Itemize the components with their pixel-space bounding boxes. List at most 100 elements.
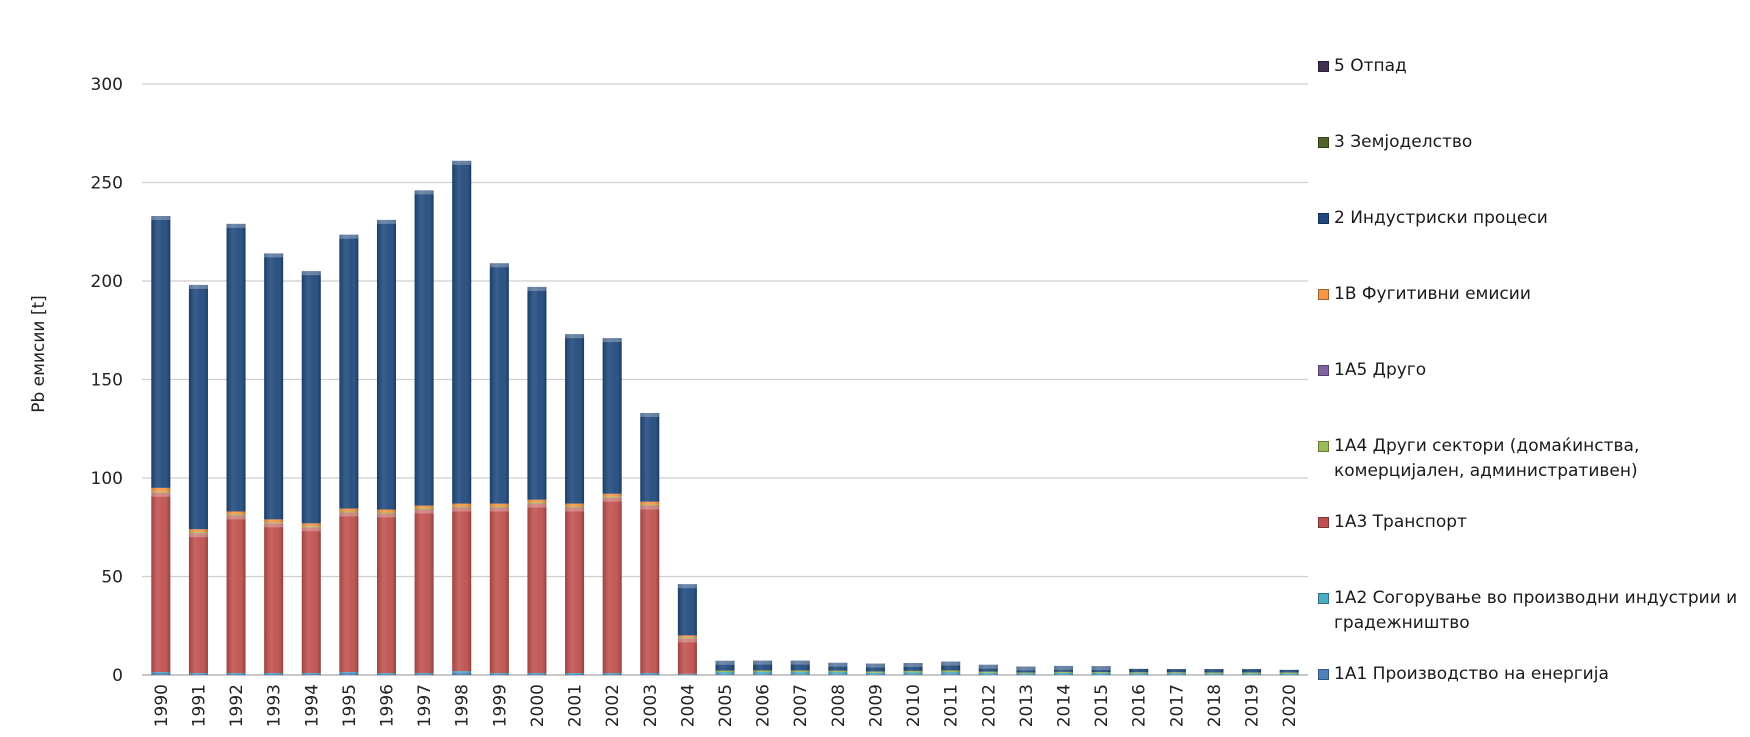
bar-segment-shading	[753, 674, 773, 675]
x-tick-label: 2014	[1055, 684, 1075, 727]
bar-segment-shading	[865, 671, 885, 673]
bar-segment-cap	[339, 512, 359, 517]
bar-segment-shading	[1129, 668, 1149, 673]
bar-segment-shading	[941, 670, 961, 673]
x-tick-label: 2008	[829, 684, 849, 727]
bar-segment-shading	[1054, 674, 1074, 675]
legend-swatch	[1318, 441, 1329, 452]
bar-segment-shading	[1279, 674, 1299, 675]
x-tick-label: 2018	[1205, 684, 1225, 727]
x-tick-label: 1994	[302, 684, 322, 727]
bar-segment-shading	[226, 673, 246, 675]
bar-segment-shading	[640, 504, 660, 506]
bar-stack-2002	[602, 338, 622, 675]
x-tick-label: 2016	[1130, 684, 1150, 727]
x-tick-label: 2007	[791, 684, 811, 727]
bar-segment-shading	[1166, 673, 1186, 675]
bar-stack-1990	[151, 215, 171, 675]
bar-segment-shading	[941, 672, 961, 675]
bar-segment-shading	[1242, 674, 1262, 675]
x-tick-label: 2017	[1167, 684, 1187, 727]
bar-segment-shading	[1016, 672, 1036, 674]
bar-stack-2008	[828, 662, 848, 675]
bar-segment-shading	[790, 660, 810, 671]
legend-label: 1A2 Согорување во производни индустрии и…	[1334, 588, 1738, 633]
bar-segment-cap	[339, 234, 359, 239]
bar-segment-shading	[452, 671, 472, 674]
bar-segment-shading	[527, 499, 547, 503]
bar-stack-1997	[414, 190, 434, 675]
bar-segment-shading	[978, 664, 998, 672]
bar-segment-shading	[1016, 673, 1036, 675]
bar-segment-shading	[339, 511, 359, 513]
bar-stack-2009	[865, 663, 885, 675]
legend-item: 3 Земјоделство	[1318, 130, 1472, 155]
bar-segment-cap	[715, 660, 735, 665]
legend-label: 3 Земјоделство	[1334, 132, 1473, 152]
bar-segment-shading	[188, 533, 208, 674]
bar-segment-shading	[941, 674, 961, 675]
bar-segment-shading	[677, 638, 697, 674]
bar-segment-shading	[226, 514, 246, 516]
bar-segment-shading	[565, 503, 585, 507]
x-tick-label: 2002	[603, 684, 623, 727]
bar-segment-cap	[414, 190, 434, 195]
bar-segment-shading	[301, 674, 321, 675]
x-tick-label: 1996	[377, 684, 397, 727]
x-tick-label: 2011	[942, 684, 962, 727]
bar-segment-shading	[1204, 673, 1224, 675]
bar-stack-2003	[640, 412, 660, 675]
bar-segment-shading	[565, 674, 585, 675]
y-tick-label: 200	[91, 272, 123, 292]
bar-segment-shading	[1279, 669, 1299, 673]
bar-segment-shading	[753, 672, 773, 675]
bar-segment-shading	[565, 507, 585, 674]
bar-segment-shading	[1204, 672, 1224, 674]
bar-segment-shading	[151, 215, 171, 488]
bar-segment-shading	[602, 493, 622, 497]
legend-swatch	[1318, 137, 1329, 148]
legend-item: 1A5 Друго	[1318, 358, 1426, 383]
bar-segment-shading	[1166, 672, 1186, 674]
legend-item: 1A4 Други сектори (домаќинства, комерциј…	[1318, 434, 1748, 484]
bar-segment-shading	[527, 503, 547, 674]
bar-segment-shading	[1242, 669, 1262, 673]
bar-segment-cap	[978, 664, 998, 669]
bar-segment-cap	[1016, 666, 1036, 671]
bar-stack-2011	[941, 661, 961, 675]
legend-swatch	[1318, 517, 1329, 528]
legend-item: 1A1 Производство на енергија	[1318, 662, 1609, 687]
bar-segment-cap	[226, 223, 246, 228]
bar-stacks	[151, 160, 1299, 675]
bar-segment-shading	[264, 522, 284, 524]
bar-segment-cap	[865, 663, 885, 668]
y-tick-label: 100	[91, 469, 123, 489]
legend-item: 1A2 Согорување во производни индустрии и…	[1318, 586, 1748, 636]
bar-segment-shading	[715, 674, 735, 675]
bar-segment-shading	[1279, 672, 1299, 674]
bar-segment-cap	[376, 219, 396, 224]
bar-segment-shading	[677, 635, 697, 638]
bar-segment-cap	[1091, 666, 1111, 671]
legend-label: 1B Фугитивни емисии	[1334, 284, 1531, 304]
bar-segment-shading	[828, 674, 848, 675]
bar-segment-cap	[188, 533, 208, 538]
bar-segment-shading	[1016, 674, 1036, 675]
bar-segment-shading	[1242, 672, 1262, 674]
bar-segment-shading	[903, 662, 923, 671]
bar-segment-shading	[414, 505, 434, 509]
bar-segment-shading	[790, 670, 810, 673]
bar-segment-cap	[527, 503, 547, 508]
bar-segment-shading	[640, 501, 660, 505]
bar-segment-shading	[1129, 673, 1149, 675]
bar-segment-cap	[640, 412, 660, 417]
bar-stack-2010	[903, 662, 923, 675]
bar-segment-shading	[452, 503, 472, 507]
x-tick-label: 1992	[227, 684, 247, 727]
bar-segment-shading	[376, 509, 396, 513]
legend-swatch	[1318, 593, 1329, 604]
bar-segment-cap	[301, 271, 321, 276]
bar-segment-shading	[376, 673, 396, 675]
x-tick-label: 1993	[265, 684, 285, 727]
legend-label: 1A1 Производство на енергија	[1334, 664, 1609, 684]
